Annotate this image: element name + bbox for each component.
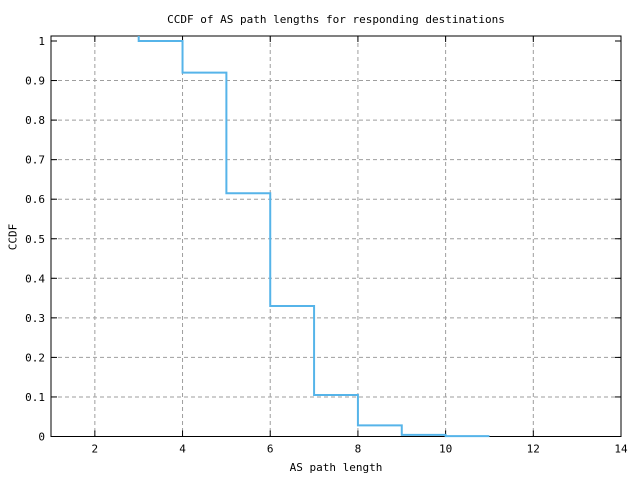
x-tick-label: 2: [92, 443, 99, 456]
plot-border: [50, 35, 622, 437]
y-tick-label: 0.7: [25, 154, 45, 167]
y-tick-label: 0.2: [25, 351, 45, 364]
x-tick-label: 6: [267, 443, 274, 456]
x-tick-label: 10: [439, 443, 452, 456]
y-tick-label: 0.3: [25, 312, 45, 325]
y-tick-label: 0.8: [25, 114, 45, 127]
y-tick-label: 0.1: [25, 391, 45, 404]
y-tick-label: 0.5: [25, 233, 45, 246]
y-tick-label: 0.4: [25, 272, 45, 285]
y-tick-label: 1: [38, 35, 45, 48]
y-tick-label: 0.9: [25, 75, 45, 88]
x-tick-label: 4: [179, 443, 186, 456]
y-tick-label: 0.6: [25, 193, 45, 206]
x-tick-label: 8: [355, 443, 362, 456]
ccdf-step-line: [137, 36, 490, 438]
x-tick-label: 14: [614, 443, 628, 456]
x-tick-label: 12: [527, 443, 540, 456]
x-axis-label: AS path length: [289, 461, 383, 474]
chart-title: CCDF of AS path lengths for responding d…: [167, 13, 505, 26]
y-tick-label: 0: [38, 431, 45, 444]
y-axis-label: CCDF: [6, 223, 20, 251]
